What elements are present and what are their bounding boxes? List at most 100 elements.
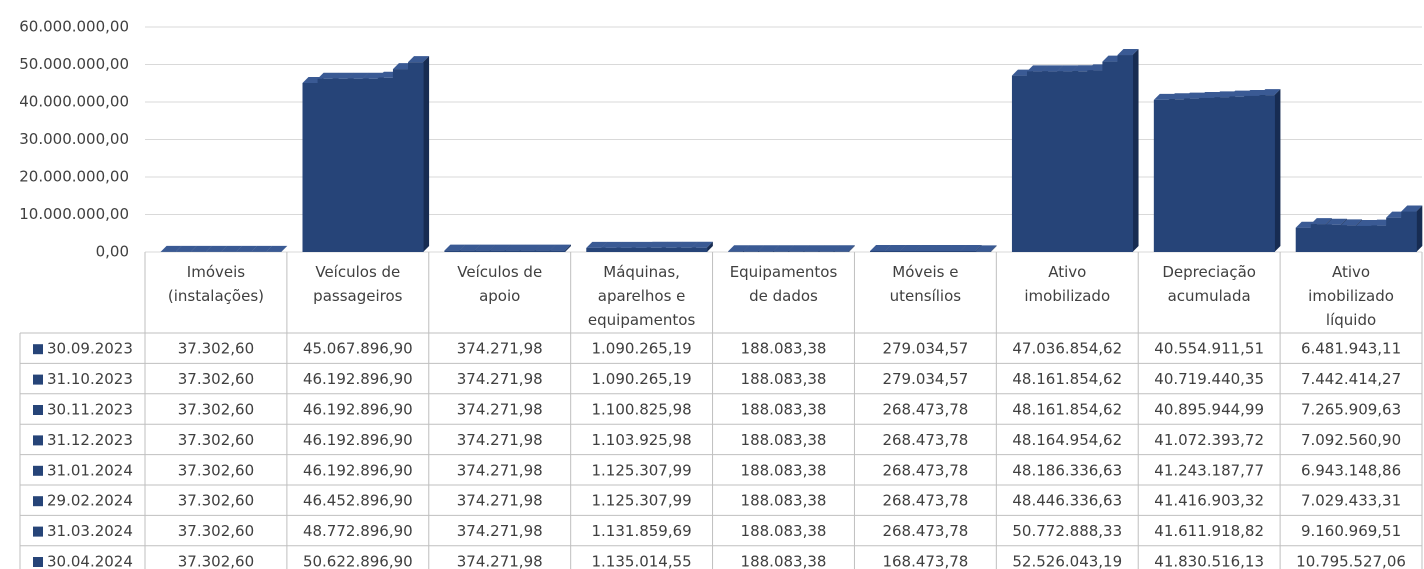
table-cell: 188.083,38: [741, 370, 827, 388]
bar: [549, 250, 566, 252]
table-cell: 188.083,38: [741, 553, 827, 569]
table-cell: 374.271,98: [457, 340, 543, 358]
bar-depth: [534, 244, 556, 251]
table-cell: 48.161.854,62: [1012, 401, 1122, 419]
bar-depth: [1183, 92, 1206, 99]
bar: [362, 78, 379, 252]
table-cell: 268.473,78: [882, 401, 968, 419]
bar-depth: [504, 244, 526, 251]
table-cell: 40.554.911,51: [1154, 340, 1264, 358]
bar: [444, 250, 460, 252]
bar-depth: [930, 244, 952, 251]
bar: [601, 247, 617, 252]
table-cell: 37.302,60: [178, 401, 254, 419]
table-cell: 46.192.896,90: [303, 431, 413, 449]
bar: [347, 78, 364, 252]
bar: [728, 251, 744, 252]
bar-depth: [1325, 218, 1347, 225]
bar: [870, 250, 886, 252]
table-cell: 48.164.954,62: [1012, 431, 1122, 449]
table-cell: 279.034,57: [882, 340, 968, 358]
bar: [758, 251, 774, 252]
legend-key: [33, 435, 43, 446]
table-cell: 37.302,60: [178, 461, 254, 479]
bar-depth: [489, 244, 511, 251]
bar: [489, 250, 506, 252]
table-cell: 279.034,57: [882, 370, 968, 388]
bar: [1087, 70, 1103, 253]
table-cell: 41.830.516,13: [1154, 553, 1264, 569]
table-cell: 46.192.896,90: [303, 461, 413, 479]
table-cell: 1.090.265,19: [592, 370, 692, 388]
bar: [1259, 95, 1275, 253]
bar: [459, 250, 476, 252]
bar: [1102, 61, 1118, 252]
bar: [1401, 211, 1417, 252]
legend-label: 31.10.2023: [47, 370, 133, 388]
y-tick-label: 50.000.000,00: [19, 55, 129, 73]
bar: [616, 247, 633, 252]
x-tick-label: Máquinas, aparelhos e equipamentos: [587, 263, 696, 329]
table-cell: 188.083,38: [741, 461, 827, 479]
bar: [1153, 99, 1170, 252]
bar: [945, 250, 962, 252]
bar: [586, 247, 602, 252]
bar-depth: [1416, 205, 1423, 252]
bar-depth: [1274, 89, 1281, 253]
bar: [1340, 225, 1357, 252]
bar: [519, 250, 536, 252]
x-tick-label: Equipamentos de dados: [729, 263, 838, 305]
table-cell: 41.243.187,77: [1154, 461, 1264, 479]
y-tick-label: 60.000.000,00: [19, 18, 129, 36]
legend-key: [33, 465, 43, 476]
bar-depth: [190, 245, 212, 252]
bar-depth: [1199, 91, 1221, 98]
bar-depth: [1340, 219, 1363, 226]
bar-depth: [646, 241, 668, 248]
bar-depth: [631, 241, 653, 248]
table-cell: 40.719.440,35: [1154, 370, 1264, 388]
bar: [788, 251, 805, 252]
bar-depth: [1153, 93, 1175, 100]
bar-depth: [1027, 65, 1049, 72]
legend-label: 30.09.2023: [47, 340, 133, 358]
y-tick-label: 40.000.000,00: [19, 93, 129, 111]
table-cell: 37.302,60: [178, 553, 254, 569]
bar-depth: [915, 244, 937, 251]
table-cell: 6.481.943,11: [1301, 340, 1401, 358]
table-cell: 9.160.969,51: [1301, 522, 1401, 540]
table-cell: 41.416.903,32: [1154, 492, 1264, 510]
legend-key: [33, 496, 43, 507]
table-cell: 45.067.896,90: [303, 340, 413, 358]
table-cell: 268.473,78: [882, 461, 968, 479]
x-tick-label: Imóveis (instalações): [167, 263, 264, 305]
table-cell: 48.186.336,63: [1012, 461, 1122, 479]
table-cell: 268.473,78: [882, 431, 968, 449]
legend-label: 31.12.2023: [47, 431, 133, 449]
bar-depth: [332, 72, 354, 79]
bar: [377, 77, 394, 252]
bar-depth: [1057, 65, 1079, 72]
bar-depth: [1229, 90, 1251, 97]
table-cell: 374.271,98: [457, 431, 543, 449]
table-cell: 268.473,78: [882, 492, 968, 510]
bar-depth: [1214, 91, 1236, 98]
bar-depth: [870, 244, 892, 251]
bar-depth: [960, 244, 982, 251]
bar-depth: [728, 245, 750, 252]
bar: [646, 247, 663, 252]
bar: [1229, 96, 1245, 252]
x-tick-label: Veículos de apoio: [457, 263, 543, 305]
table-cell: 37.302,60: [178, 340, 254, 358]
bar-depth: [235, 245, 258, 252]
bar: [1117, 55, 1134, 252]
table-cell: 374.271,98: [457, 553, 543, 569]
legend-label: 29.02.2024: [47, 492, 133, 510]
bar-depth: [661, 241, 683, 248]
bar: [676, 247, 693, 252]
bar: [1325, 224, 1342, 252]
bar-depth: [175, 245, 197, 252]
table-cell: 46.452.896,90: [303, 492, 413, 510]
bar-depth: [266, 245, 288, 252]
